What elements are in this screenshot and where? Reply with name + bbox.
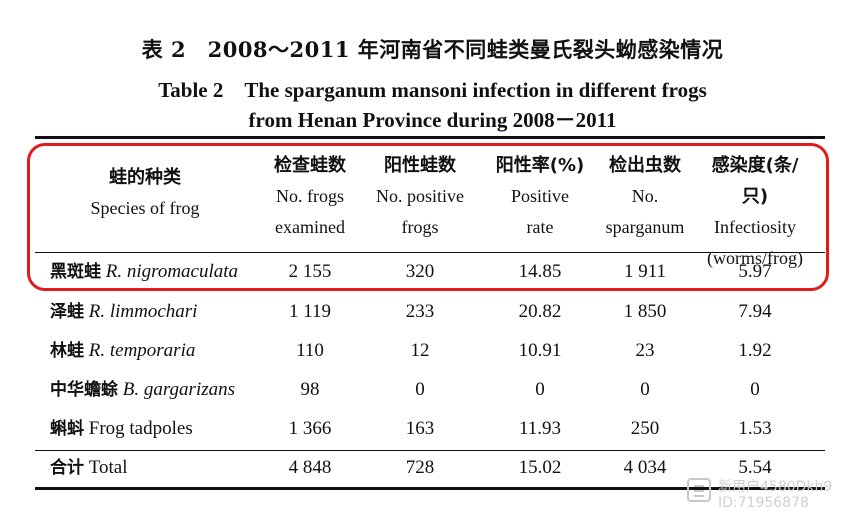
cell-positive: 233 xyxy=(405,301,435,322)
table-bottom-rule xyxy=(35,487,825,490)
row-species-sci: R. limmochari xyxy=(88,301,198,322)
row-species: 林蛙 R. temporaria xyxy=(50,338,195,364)
row-species-sci: B. gargarizans xyxy=(122,379,236,400)
cell-sparganum: 23 xyxy=(635,340,655,361)
cell-examined: 110 xyxy=(296,340,324,361)
cell-rate: 11.93 xyxy=(518,418,562,439)
watermark-id: ID:71956878 xyxy=(718,495,809,511)
header-species-en: Species of frog xyxy=(90,198,200,218)
cell-infectiosity: 7.94 xyxy=(738,301,772,322)
table-title-cn: 表 2 2008～2011 年河南省不同蛙类曼氏裂头蚴感染情况 xyxy=(141,37,724,62)
cell-rate: 14.85 xyxy=(518,261,562,282)
header-positive-en1: No. positive xyxy=(376,186,464,206)
cell-rate: 0 xyxy=(535,379,545,400)
cell-positive: 320 xyxy=(405,261,435,282)
total-rate: 15.02 xyxy=(518,457,562,478)
row-species-cn: 黑斑蛙 xyxy=(50,262,101,282)
row-total-label: 合计 Total xyxy=(50,455,128,481)
cell-infectiosity: 1.92 xyxy=(738,340,772,361)
table-total-rule xyxy=(35,450,825,451)
cell-infectiosity: 0 xyxy=(750,379,760,400)
row-species: 泽蛙 R. limmochari xyxy=(50,299,197,325)
cell-infectiosity: 5.97 xyxy=(738,261,772,282)
article-icon xyxy=(687,478,711,502)
cell-positive: 163 xyxy=(405,418,435,439)
cell-sparganum: 250 xyxy=(630,418,660,439)
cell-positive: 0 xyxy=(415,379,425,400)
row-species-sci: R. nigromaculata xyxy=(105,261,239,282)
header-rate-en2: rate xyxy=(526,217,554,237)
header-examined: 检查蛙数 No. frogs examined xyxy=(255,150,365,243)
cell-examined: 1 366 xyxy=(288,418,332,439)
cell-sparganum: 1 850 xyxy=(623,301,667,322)
row-species-en: Frog tadpoles xyxy=(88,418,193,439)
row-species-cn: 中华蟾蜍 xyxy=(50,380,118,400)
row-species: 蝌蚪 Frog tadpoles xyxy=(50,416,193,442)
total-infectiosity: 5.54 xyxy=(738,457,772,478)
cell-positive: 12 xyxy=(410,340,430,361)
cell-sparganum: 1 911 xyxy=(623,261,667,282)
header-infectiosity-en2: (worms/frog) xyxy=(707,248,803,268)
header-positive-en2: frogs xyxy=(401,217,439,237)
watermark-user: 新用户4580Dkh9 xyxy=(718,479,833,495)
cell-examined: 2 155 xyxy=(288,261,332,282)
header-sparganum-en1: No. xyxy=(631,186,659,206)
header-examined-en1: No. frogs xyxy=(276,186,344,206)
row-total-en: Total xyxy=(88,457,128,478)
cell-examined: 1 119 xyxy=(288,301,332,322)
table-title-en-line2: from Henan Province during 2008－2011 xyxy=(248,108,617,132)
header-positive: 阳性蛙数 No. positive frogs xyxy=(365,150,475,243)
table-header-rule xyxy=(35,252,825,253)
header-rate-en1: Positive xyxy=(510,186,569,206)
row-species-sci: R. temporaria xyxy=(88,340,196,361)
header-infectiosity-en1: Infectiosity xyxy=(714,217,796,237)
row-species-cn: 泽蛙 xyxy=(50,302,84,322)
cell-examined: 98 xyxy=(300,379,320,400)
header-sparganum-cn: 检出虫数 xyxy=(609,155,681,176)
cell-rate: 10.91 xyxy=(518,340,562,361)
cell-infectiosity: 1.53 xyxy=(738,418,772,439)
row-total-cn: 合计 xyxy=(50,458,84,478)
row-species-cn: 蝌蚪 xyxy=(50,419,84,439)
header-sparganum: 检出虫数 No. sparganum xyxy=(590,150,700,243)
cell-sparganum: 0 xyxy=(640,379,650,400)
header-sparganum-en2: sparganum xyxy=(605,217,685,237)
header-rate: 阳性率(%) Positive rate xyxy=(485,150,595,243)
header-positive-cn: 阳性蛙数 xyxy=(384,155,456,176)
table-title-en-line1: Table 2 The sparganum mansoni infection … xyxy=(158,78,707,102)
total-sparganum: 4 034 xyxy=(623,457,667,478)
header-examined-cn: 检查蛙数 xyxy=(274,155,346,176)
cell-rate: 20.82 xyxy=(518,301,562,322)
row-species: 中华蟾蜍 B. gargarizans xyxy=(50,377,235,403)
highlight-box xyxy=(27,143,829,291)
table-top-rule xyxy=(35,136,825,139)
header-infectiosity: 感染度(条/只) Infectiosity (worms/frog) xyxy=(700,150,810,274)
header-species: 蛙的种类 Species of frog xyxy=(55,162,235,224)
row-species-cn: 林蛙 xyxy=(50,341,84,361)
total-examined: 4 848 xyxy=(288,457,332,478)
total-positive: 728 xyxy=(405,457,435,478)
header-species-cn: 蛙的种类 xyxy=(109,167,181,188)
row-species: 黑斑蛙 R. nigromaculata xyxy=(50,259,238,285)
header-rate-cn: 阳性率(%) xyxy=(495,155,585,176)
header-infectiosity-cn: 感染度(条/只) xyxy=(711,155,799,207)
header-examined-en2: examined xyxy=(275,217,345,237)
